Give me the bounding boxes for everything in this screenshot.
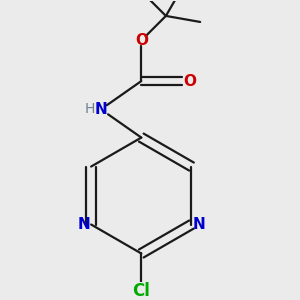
Text: H: H <box>85 102 95 116</box>
Text: N: N <box>77 217 90 232</box>
Text: O: O <box>135 33 148 48</box>
Text: Cl: Cl <box>132 282 150 300</box>
Text: N: N <box>192 217 205 232</box>
Text: O: O <box>184 74 196 88</box>
Text: N: N <box>94 102 107 117</box>
